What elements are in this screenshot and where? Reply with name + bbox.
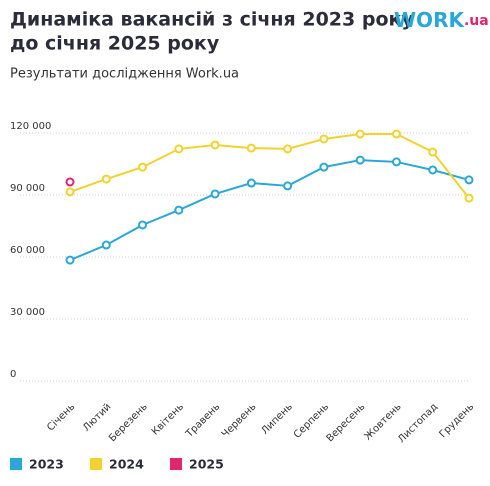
chart-subtitle: Результати дослідження Work.ua [10,67,239,82]
point [65,255,75,265]
legend-swatch [170,458,182,470]
x-tick-label: Липень [259,401,295,437]
series-line [69,133,470,199]
point [428,165,438,175]
y-tick-label: 90 000 [10,183,45,194]
point [355,129,365,139]
point [464,175,474,185]
point [283,144,293,154]
logo-suffix: .ua [464,13,489,29]
point [138,220,148,230]
point [246,143,256,153]
point [464,193,474,203]
point [355,155,365,165]
x-tick-label: Березень [107,401,150,444]
point [391,129,401,139]
legend-swatch [90,458,102,470]
point [174,205,184,215]
point [101,174,111,184]
legend-label: 2025 [189,457,224,472]
x-tick-label: Квітень [149,401,186,438]
x-tick-label: Листопад [396,401,440,445]
legend-label: 2023 [29,457,64,472]
logo: WORK.ua [394,8,489,32]
point [138,162,148,172]
x-tick-label: Травень [183,401,222,440]
logo-main: WORK [394,8,465,32]
point [101,240,111,250]
x-tick-label: Грудень [437,401,476,440]
x-tick-label: Січень [45,401,78,434]
point [174,144,184,154]
point [283,181,293,191]
x-tick-label: Лютий [81,401,113,433]
point [391,157,401,167]
point [65,177,75,187]
point [210,140,220,150]
legend-swatch [10,458,22,470]
point [428,147,438,157]
chart-title: Динаміка вакансій з січня 2023 року [10,9,414,31]
point [246,178,256,188]
y-tick-label: 0 [10,369,16,380]
point [319,162,329,172]
chart-title: до січня 2025 року [10,33,220,55]
point [210,189,220,199]
point [319,134,329,144]
x-tick-label: Червень [220,401,259,440]
series-line [69,159,470,262]
y-tick-label: 30 000 [10,307,45,318]
point [65,187,75,197]
y-tick-label: 60 000 [10,245,45,256]
y-tick-label: 120 000 [10,121,51,132]
legend-label: 2024 [109,457,144,472]
x-tick-label: Вересень [325,401,368,444]
